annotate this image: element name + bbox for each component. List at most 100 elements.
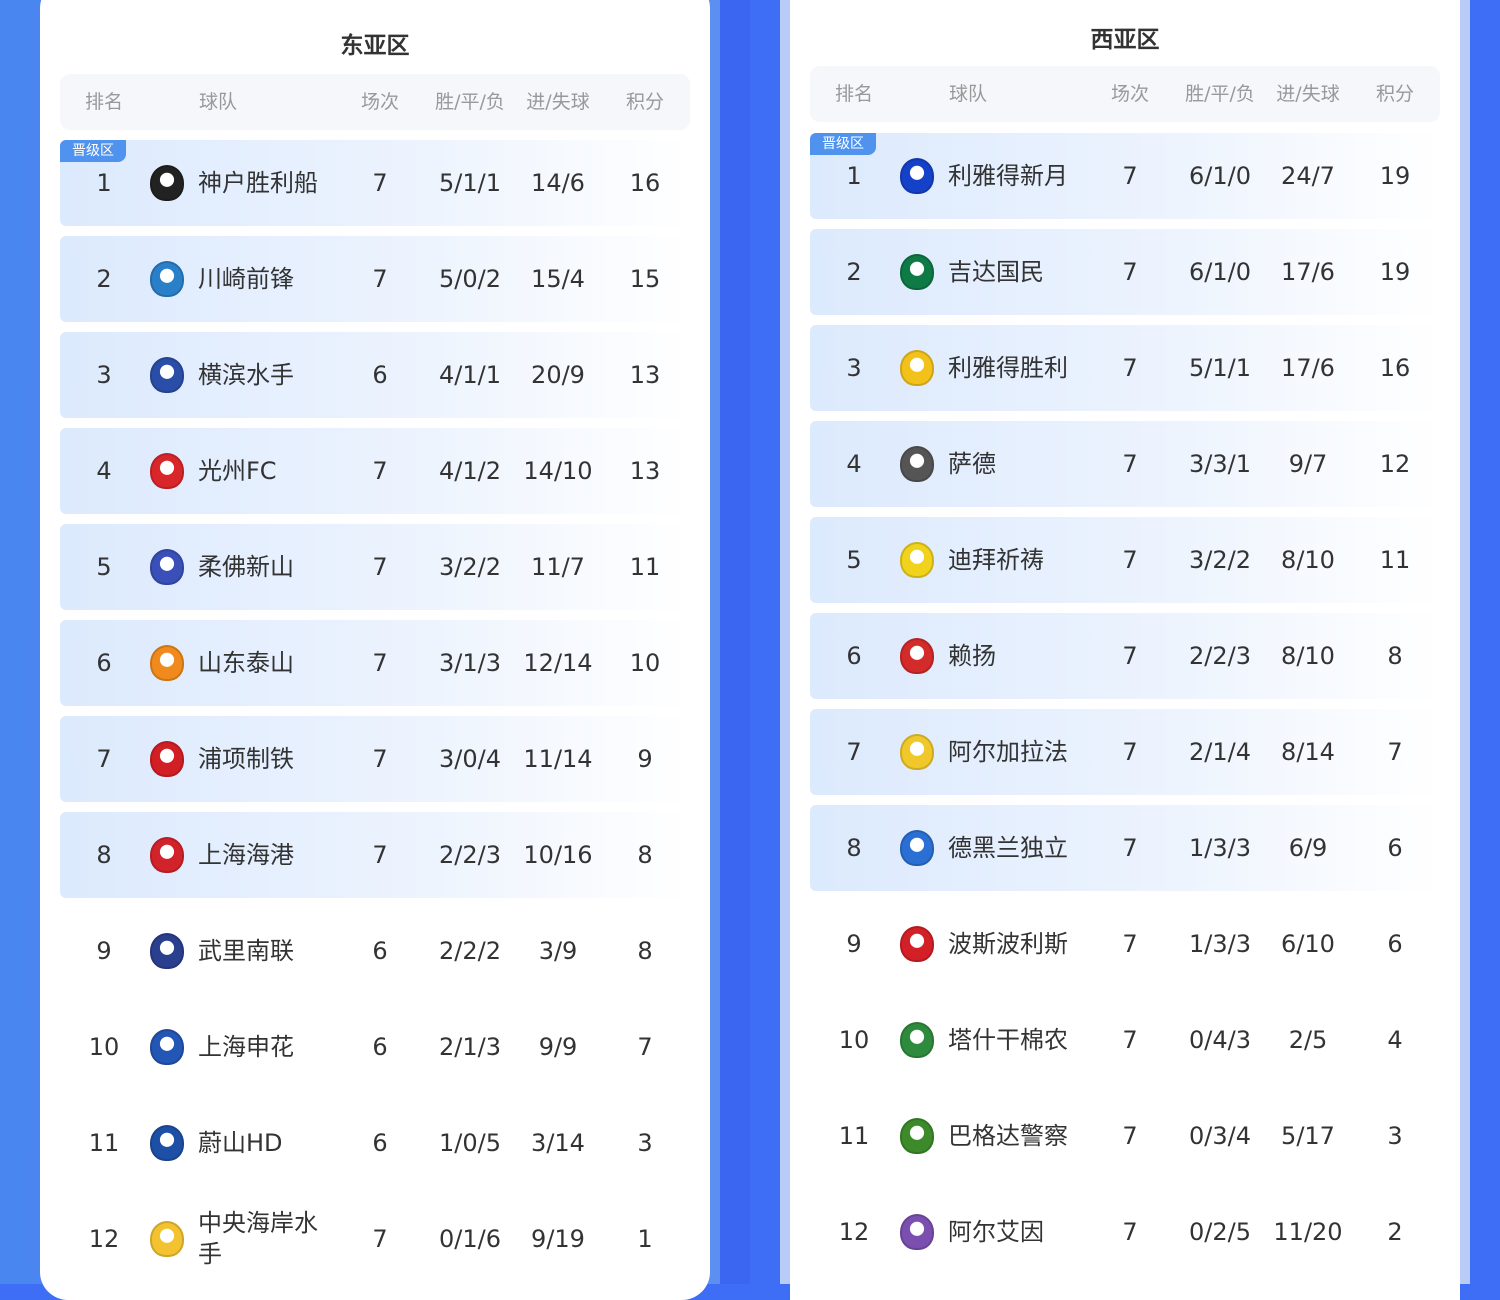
table-row[interactable]: 晋级区 1 利雅得新月 7 6/1/0 24/7 19 (810, 133, 1440, 219)
table-row[interactable]: 2 吉达国民 7 6/1/0 17/6 19 (810, 229, 1440, 315)
team-name[interactable]: 赖扬 (948, 642, 996, 670)
header-goals: 进/失球 (1276, 83, 1340, 105)
goals-for-against: 5/17 (1281, 1122, 1335, 1150)
points: 8 (637, 841, 653, 869)
background-strip (720, 0, 750, 1284)
win-draw-loss: 2/2/2 (439, 937, 501, 965)
team-name[interactable]: 光州FC (198, 457, 277, 485)
table-row[interactable]: 6 赖扬 7 2/2/3 8/10 8 (810, 613, 1440, 699)
played: 7 (372, 553, 388, 581)
team-logo-icon (900, 542, 934, 578)
goals-for-against: 9/7 (1288, 450, 1328, 478)
table-row[interactable]: 10 上海申花 6 2/1/3 9/9 7 (60, 1004, 690, 1090)
rank: 3 (846, 354, 862, 382)
team-logo-icon (900, 830, 934, 866)
win-draw-loss: 4/1/1 (439, 361, 501, 389)
team-name[interactable]: 武里南联 (198, 937, 294, 965)
team-logo-icon (900, 638, 934, 674)
team-name[interactable]: 吉达国民 (948, 258, 1044, 286)
goals-for-against: 8/14 (1281, 738, 1335, 766)
team-name[interactable]: 上海申花 (198, 1033, 294, 1061)
table-header: 排名 球队 场次 胜/平/负 进/失球 积分 (60, 74, 690, 130)
table-row[interactable]: 3 利雅得胜利 7 5/1/1 17/6 16 (810, 325, 1440, 411)
team-logo-icon (150, 453, 184, 489)
played: 6 (372, 1033, 388, 1061)
team-name[interactable]: 神户胜利船 (198, 169, 318, 197)
team-name[interactable]: 利雅得新月 (948, 162, 1068, 190)
points: 10 (629, 649, 661, 677)
team-name[interactable]: 阿尔加拉法 (948, 738, 1068, 766)
points: 1 (637, 1225, 653, 1253)
points: 19 (1379, 258, 1411, 286)
team-name[interactable]: 迪拜祈祷 (948, 546, 1044, 574)
team-name[interactable]: 波斯波利斯 (948, 930, 1068, 958)
rank: 3 (96, 361, 112, 389)
team-logo-icon (900, 1118, 934, 1154)
team-logo-icon (150, 261, 184, 297)
team-name[interactable]: 阿尔艾因 (948, 1218, 1044, 1246)
points: 6 (1387, 930, 1403, 958)
played: 6 (372, 937, 388, 965)
table-row[interactable]: 9 武里南联 6 2/2/2 3/9 8 (60, 908, 690, 994)
played: 6 (372, 1129, 388, 1157)
rank: 8 (846, 834, 862, 862)
goals-for-against: 3/14 (531, 1129, 585, 1157)
table-row[interactable]: 4 萨德 7 3/3/1 9/7 12 (810, 421, 1440, 507)
points: 13 (629, 361, 661, 389)
team-name[interactable]: 中央海岸水手 (198, 1209, 318, 1268)
team-name[interactable]: 萨德 (948, 450, 996, 478)
table-row[interactable]: 10 塔什干棉农 7 0/4/3 2/5 4 (810, 997, 1440, 1083)
goals-for-against: 14/10 (523, 457, 593, 485)
rank: 2 (96, 265, 112, 293)
team-name[interactable]: 德黑兰独立 (948, 834, 1068, 862)
win-draw-loss: 2/2/3 (1189, 642, 1251, 670)
rank: 4 (96, 457, 112, 485)
goals-for-against: 15/4 (531, 265, 585, 293)
points: 13 (629, 457, 661, 485)
team-logo-icon (900, 1022, 934, 1058)
played: 7 (372, 457, 388, 485)
team-name[interactable]: 浦项制铁 (198, 745, 294, 773)
points: 3 (637, 1129, 653, 1157)
rank: 5 (96, 553, 112, 581)
table-row[interactable]: 3 横滨水手 6 4/1/1 20/9 13 (60, 332, 690, 418)
table-row[interactable]: 5 迪拜祈祷 7 3/2/2 8/10 11 (810, 517, 1440, 603)
table-row[interactable]: 8 德黑兰独立 7 1/3/3 6/9 6 (810, 805, 1440, 891)
table-row[interactable]: 11 巴格达警察 7 0/3/4 5/17 3 (810, 1093, 1440, 1179)
table-row[interactable]: 5 柔佛新山 7 3/2/2 11/7 11 (60, 524, 690, 610)
team-name[interactable]: 柔佛新山 (198, 553, 294, 581)
win-draw-loss: 0/3/4 (1189, 1122, 1251, 1150)
table-row[interactable]: 7 阿尔加拉法 7 2/1/4 8/14 7 (810, 709, 1440, 795)
points: 2 (1387, 1218, 1403, 1246)
rank: 1 (96, 169, 112, 197)
table-row[interactable]: 8 上海海港 7 2/2/3 10/16 8 (60, 812, 690, 898)
points: 8 (1387, 642, 1403, 670)
table-row[interactable]: 晋级区 1 神户胜利船 7 5/1/1 14/6 16 (60, 140, 690, 226)
table-row[interactable]: 6 山东泰山 7 3/1/3 12/14 10 (60, 620, 690, 706)
team-name[interactable]: 蔚山HD (198, 1129, 283, 1157)
points: 16 (1379, 354, 1411, 382)
team-logo-icon (900, 350, 934, 386)
table-row[interactable]: 7 浦项制铁 7 3/0/4 11/14 9 (60, 716, 690, 802)
table-row[interactable]: 11 蔚山HD 6 1/0/5 3/14 3 (60, 1100, 690, 1186)
team-name[interactable]: 川崎前锋 (198, 265, 294, 293)
rank: 11 (88, 1129, 120, 1157)
points: 19 (1379, 162, 1411, 190)
goals-for-against: 11/20 (1273, 1218, 1343, 1246)
table-row[interactable]: 12 中央海岸水手 7 0/1/6 9/19 1 (60, 1196, 690, 1282)
goals-for-against: 3/9 (538, 937, 578, 965)
win-draw-loss: 3/0/4 (439, 745, 501, 773)
team-name[interactable]: 塔什干棉农 (948, 1026, 1068, 1054)
team-name[interactable]: 横滨水手 (198, 361, 294, 389)
table-row[interactable]: 4 光州FC 7 4/1/2 14/10 13 (60, 428, 690, 514)
table-row[interactable]: 9 波斯波利斯 7 1/3/3 6/10 6 (810, 901, 1440, 987)
table-row[interactable]: 12 阿尔艾因 7 0/2/5 11/20 2 (810, 1189, 1440, 1275)
team-name[interactable]: 利雅得胜利 (948, 354, 1068, 382)
table-row[interactable]: 2 川崎前锋 7 5/0/2 15/4 15 (60, 236, 690, 322)
header-points: 积分 (625, 91, 664, 113)
team-name[interactable]: 上海海港 (198, 841, 294, 869)
team-name[interactable]: 巴格达警察 (948, 1122, 1068, 1150)
win-draw-loss: 5/1/1 (1189, 354, 1251, 382)
header-team: 球队 (198, 91, 237, 113)
team-name[interactable]: 山东泰山 (198, 649, 294, 677)
